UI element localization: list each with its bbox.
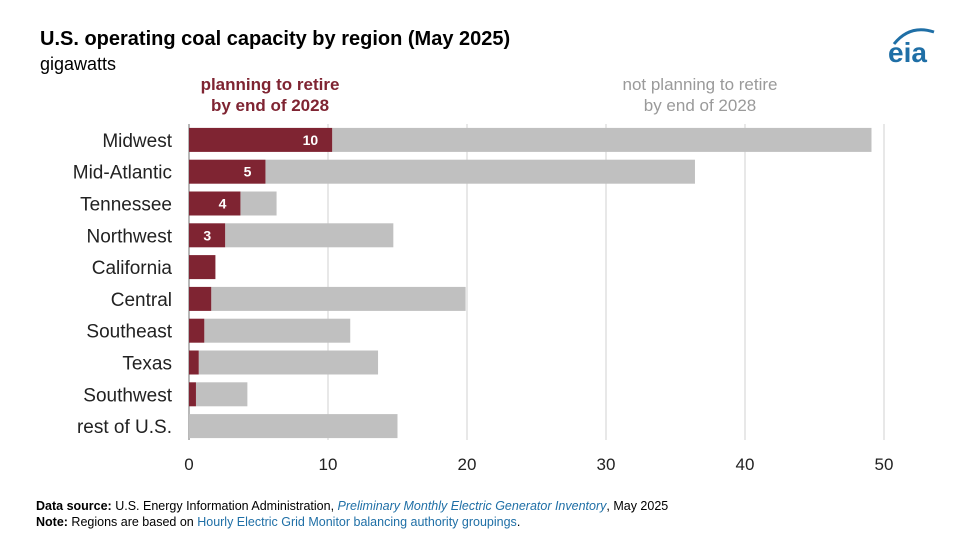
chart-subtitle: gigawatts xyxy=(40,54,117,74)
bar-retire-4 xyxy=(189,255,216,280)
source-text: U.S. Energy Information Administration, xyxy=(111,499,338,513)
bar-not-retire-3 xyxy=(225,223,394,248)
bar-retire-3 xyxy=(189,223,226,248)
bar-not-retire-6 xyxy=(204,318,351,343)
category-label-8: Southwest xyxy=(83,385,172,406)
bar-retire-7 xyxy=(189,350,199,375)
note-link[interactable]: Hourly Electric Grid Monitor balancing a… xyxy=(197,515,517,529)
eia-logo: eia xyxy=(888,28,935,68)
category-label-5: Central xyxy=(111,290,172,311)
bar-not-retire-8 xyxy=(195,382,248,407)
category-label-9: rest of U.S. xyxy=(77,417,172,438)
source-link[interactable]: Preliminary Monthly Electric Generator I… xyxy=(337,499,607,513)
data-label-2: 4 xyxy=(219,196,227,212)
legend-retire: planning to retire by end of 2028 xyxy=(170,74,370,116)
bar-not-retire-2 xyxy=(240,191,277,216)
bar-not-retire-5 xyxy=(211,286,466,311)
category-label-7: Texas xyxy=(122,354,172,375)
x-tick-label-50: 50 xyxy=(875,455,894,474)
x-tick-label-0: 0 xyxy=(184,455,193,474)
legend-not-line2: by end of 2028 xyxy=(643,96,757,115)
category-label-0: Midwest xyxy=(102,131,172,152)
category-label-6: Southeast xyxy=(86,322,172,343)
bar-not-retire-0 xyxy=(332,127,872,152)
category-label-2: Tennessee xyxy=(80,195,172,216)
data-source-note: Data source: U.S. Energy Information Adm… xyxy=(36,499,668,513)
bar-not-retire-7 xyxy=(198,350,379,375)
bar-retire-1 xyxy=(189,159,266,184)
note-text: Regions are based on xyxy=(67,515,198,529)
note-label: Note: xyxy=(36,515,68,529)
data-label-1: 5 xyxy=(244,164,252,180)
eia-logo-arc xyxy=(892,28,935,45)
bar-not-retire-9 xyxy=(189,414,398,439)
category-label-3: Northwest xyxy=(86,226,172,247)
note-end: . xyxy=(516,515,521,529)
bar-retire-2 xyxy=(189,191,241,216)
source-date: , May 2025 xyxy=(606,499,669,513)
chart-title: U.S. operating coal capacity by region (… xyxy=(40,28,511,50)
data-label-0: 10 xyxy=(303,132,319,148)
x-tick-label-20: 20 xyxy=(458,455,477,474)
bar-retire-8 xyxy=(189,382,196,407)
x-tick-label-30: 30 xyxy=(597,455,616,474)
legend-retire-line2: by end of 2028 xyxy=(210,96,330,115)
x-tick-label-10: 10 xyxy=(319,455,338,474)
category-label-4: California xyxy=(92,258,173,279)
regions-note: Note: Regions are based on Hourly Electr… xyxy=(36,515,520,529)
category-label-1: Mid-Atlantic xyxy=(73,163,172,184)
x-tick-label-40: 40 xyxy=(736,455,755,474)
eia-logo-text: eia xyxy=(888,37,927,68)
bar-not-retire-1 xyxy=(265,159,695,184)
data-label-3: 3 xyxy=(203,227,211,243)
legend-retire-line1: planning to retire xyxy=(200,75,340,94)
legend-not-line1: not planning to retire xyxy=(622,75,778,94)
source-label: Data source: xyxy=(36,499,112,513)
bar-retire-5 xyxy=(189,286,212,311)
legend-not-retire: not planning to retire by end of 2028 xyxy=(570,74,830,116)
bar-retire-6 xyxy=(189,318,205,343)
bar-retire-0 xyxy=(189,127,333,152)
